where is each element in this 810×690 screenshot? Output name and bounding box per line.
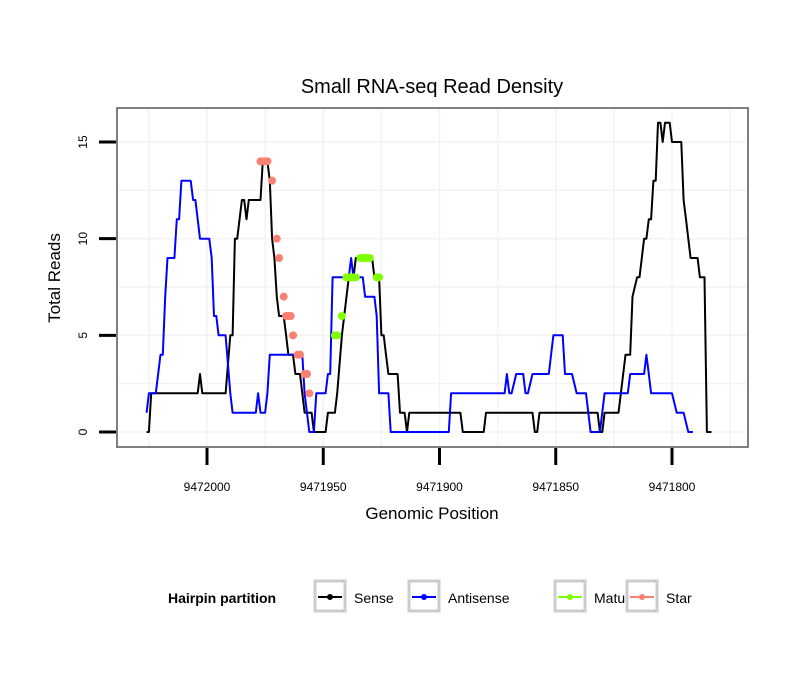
y-axis-title: Total Reads (45, 233, 64, 323)
x-axis: 9472000 9471950 9471900 9471850 9471800 (184, 448, 696, 494)
x-tick-label: 9472000 (184, 480, 231, 494)
data-point-mature (365, 254, 374, 262)
x-tick-label: 9471900 (416, 480, 463, 494)
series-line-antisense (145, 179, 693, 433)
series-layer (145, 121, 712, 433)
data-point-mature (333, 331, 342, 340)
data-point-star (286, 312, 295, 320)
chart-title: Small RNA-seq Read Density (301, 76, 563, 98)
legend-label: Antisense (448, 590, 510, 606)
plot-panel (116, 107, 749, 448)
x-tick-label: 9471850 (532, 480, 579, 494)
y-axis: 0 5 10 15 (76, 135, 116, 435)
legend: Hairpin partition Sense Antisense Mature St… (168, 579, 692, 613)
legend-items: Sense Antisense Mature Star (313, 579, 692, 613)
x-axis-title: Genomic Position (365, 504, 498, 523)
series-antisense (145, 179, 693, 433)
x-tick-label: 9471950 (300, 480, 347, 494)
data-point-star (296, 350, 304, 359)
legend-key-point (639, 594, 645, 600)
legend-key-point (421, 594, 427, 600)
legend-key-point (327, 594, 333, 600)
x-tick-label: 9471800 (649, 480, 696, 494)
data-point-star (263, 157, 272, 166)
y-tick-label: 15 (76, 135, 90, 149)
data-point-star (302, 370, 311, 378)
data-point-star (289, 331, 298, 340)
data-point-star (268, 176, 277, 185)
data-point-mature (351, 273, 360, 282)
data-point-star (272, 234, 281, 243)
legend-label: Sense (354, 590, 394, 606)
legend-key-point (567, 594, 573, 600)
legend-item-star: Star (625, 579, 692, 613)
y-tick-label: 10 (76, 232, 90, 246)
legend-label: Star (666, 590, 692, 606)
series-star (256, 157, 314, 398)
legend-title: Hairpin partition (168, 590, 276, 606)
data-point-star (279, 292, 288, 301)
legend-item-antisense: Antisense (407, 579, 510, 613)
series-mature (330, 254, 384, 340)
data-point-star (305, 389, 314, 398)
data-point-star (275, 254, 284, 262)
data-point-mature (337, 312, 346, 320)
y-tick-label: 0 (76, 428, 90, 435)
legend-item-sense: Sense (313, 579, 394, 613)
plot-border (116, 107, 749, 448)
plot-background (117, 108, 748, 447)
y-tick-label: 5 (76, 332, 90, 339)
data-point-mature (375, 273, 384, 282)
